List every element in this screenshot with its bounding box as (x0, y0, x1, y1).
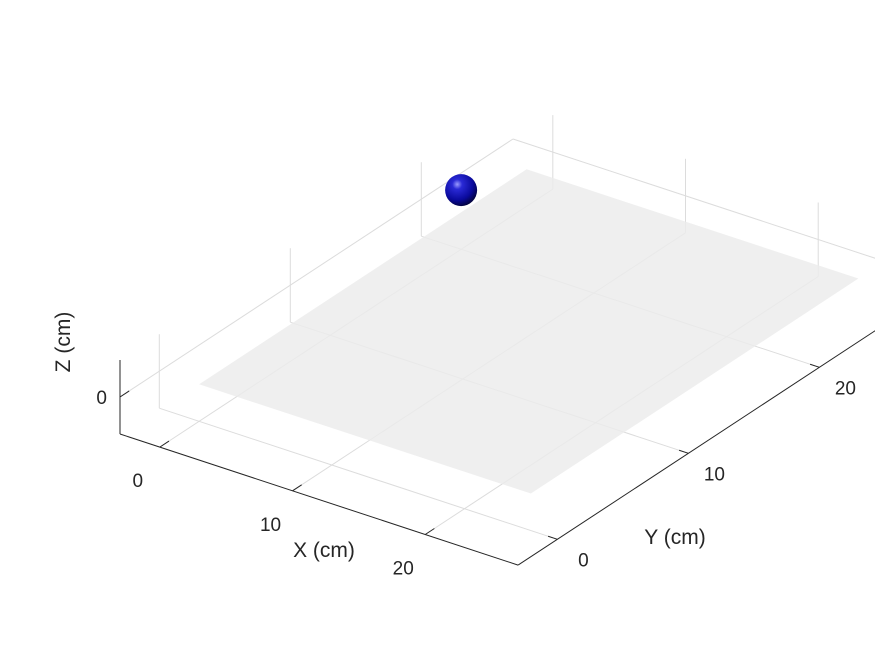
y-tick (547, 535, 558, 540)
x-tick-label: 10 (260, 515, 281, 536)
grid-line-y-floor (159, 407, 558, 540)
tick-labels: 0 10 20 0 10 20 0 (96, 378, 856, 579)
z-tick (119, 390, 130, 398)
x-tick-label: 20 (393, 559, 414, 580)
grid-line-z-back (512, 138, 875, 259)
x-tick (159, 440, 170, 448)
y-tick (678, 449, 689, 454)
x-axis-title: X (cm) (293, 539, 355, 562)
axes (119, 330, 875, 566)
data-point-sphere (445, 174, 478, 207)
x-tick (292, 484, 302, 492)
y-tick-label: 10 (704, 464, 725, 485)
ground-plane-layer (199, 169, 859, 494)
y-axis-title: Y (cm) (644, 526, 705, 549)
ground-plane (199, 169, 859, 494)
y-tick-label: 0 (578, 550, 589, 571)
x-tick-label: 0 (133, 471, 144, 492)
y-axis-line (517, 330, 875, 566)
x-tick (424, 528, 435, 535)
z-tick-label: 0 (96, 388, 107, 409)
x-axis-line (119, 433, 519, 566)
data-points (445, 174, 478, 207)
z-axis-title: Z (cm) (52, 312, 75, 373)
y-tick (809, 363, 820, 368)
y-tick-label: 20 (835, 378, 856, 399)
